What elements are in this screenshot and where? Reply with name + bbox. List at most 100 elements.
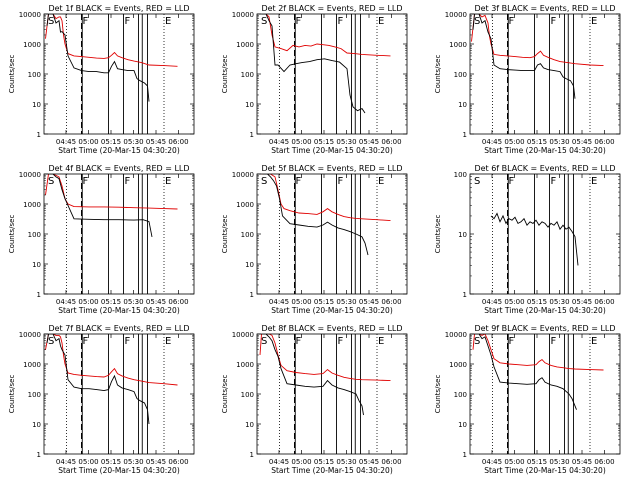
- y-tick-label: 10000: [19, 11, 41, 19]
- x-tick-label: 04:45: [482, 298, 502, 306]
- top-marker-label: F: [551, 176, 557, 187]
- x-tick-label: 05:15: [527, 138, 547, 146]
- lld-series-line: [472, 334, 604, 371]
- y-tick-label: 10: [245, 101, 254, 109]
- x-tick-label: 06:00: [381, 138, 401, 146]
- y-tick-label: 1000: [23, 201, 41, 209]
- y-tick-label: 1: [463, 131, 467, 139]
- y-tick-label: 10: [245, 261, 254, 269]
- y-tick-label: 100: [241, 231, 254, 239]
- y-tick-label: 10: [32, 261, 41, 269]
- top-marker-label: S: [48, 176, 54, 187]
- x-tick-label: 05:15: [527, 458, 547, 466]
- lld-series-line: [261, 14, 391, 57]
- y-axis-label: Counts/sec: [221, 215, 229, 254]
- x-axis-label: Start Time (20-Mar-15 04:30:20): [484, 466, 606, 475]
- x-tick-label: 06:00: [168, 458, 188, 466]
- x-tick-label: 05:45: [359, 138, 379, 146]
- x-tick-label: 05:00: [504, 458, 524, 466]
- events-series-line: [263, 174, 369, 256]
- x-axis-label: Start Time (20-Mar-15 04:30:20): [484, 306, 606, 315]
- lld-series-line: [45, 334, 178, 386]
- x-tick-label: 05:45: [572, 298, 592, 306]
- x-tick-label: 05:45: [572, 458, 592, 466]
- x-tick-label: 05:00: [291, 298, 311, 306]
- x-tick-label: 05:15: [101, 298, 121, 306]
- x-tick-label: 05:00: [78, 138, 98, 146]
- x-tick-label: 05:30: [123, 458, 143, 466]
- x-tick-label: 05:45: [359, 298, 379, 306]
- top-marker-label: F: [338, 336, 344, 347]
- x-axis-label: Start Time (20-Mar-15 04:30:20): [271, 146, 393, 155]
- y-tick-label: 1000: [449, 361, 467, 369]
- x-tick-label: 05:30: [336, 458, 356, 466]
- y-tick-label: 1000: [23, 41, 41, 49]
- top-marker-label: E: [378, 16, 384, 27]
- lld-series-line: [261, 174, 391, 222]
- x-tick-label: 04:45: [269, 458, 289, 466]
- x-tick-label: 06:00: [381, 458, 401, 466]
- top-marker-label: S: [261, 176, 267, 187]
- events-series-line: [261, 14, 366, 114]
- x-tick-label: 05:30: [123, 298, 143, 306]
- top-marker-label: E: [165, 336, 171, 347]
- top-marker-label: F: [125, 176, 131, 187]
- top-marker-label: F: [83, 176, 89, 187]
- panel-title: Det 1f BLACK = Events, RED = LLD: [48, 4, 189, 13]
- x-tick-label: 04:45: [269, 298, 289, 306]
- top-marker-label: F: [125, 16, 131, 27]
- detector-panel-6: S F F E 1 10 100 04:45 05:00 05:15 05:30 05:45 06:00…: [434, 164, 621, 315]
- top-marker-label: E: [378, 336, 384, 347]
- panel-title: Det 7f BLACK = Events, RED = LLD: [48, 324, 189, 333]
- y-tick-label: 10: [245, 421, 254, 429]
- top-marker-label: F: [509, 176, 515, 187]
- x-axis-label: Start Time (20-Mar-15 04:30:20): [271, 466, 393, 475]
- y-tick-label: 1000: [236, 361, 254, 369]
- top-marker-label: F: [83, 336, 89, 347]
- x-tick-label: 04:45: [56, 138, 76, 146]
- y-tick-label: 10: [458, 101, 467, 109]
- y-tick-label: 100: [241, 71, 254, 79]
- y-tick-label: 1000: [236, 41, 254, 49]
- x-tick-label: 05:45: [146, 458, 166, 466]
- panel-title: Det 6f BLACK = Events, RED = LLD: [474, 164, 615, 173]
- x-tick-label: 05:30: [549, 298, 569, 306]
- x-tick-label: 05:45: [146, 298, 166, 306]
- top-marker-label: F: [509, 336, 515, 347]
- y-axis-label: Counts/sec: [434, 215, 442, 254]
- lld-series-line: [259, 334, 391, 382]
- top-marker-label: E: [591, 176, 597, 187]
- x-axis-label: Start Time (20-Mar-15 04:30:20): [58, 146, 180, 155]
- x-tick-label: 05:30: [549, 138, 569, 146]
- x-tick-label: 04:45: [269, 138, 289, 146]
- y-tick-label: 100: [241, 391, 254, 399]
- x-tick-label: 05:30: [336, 138, 356, 146]
- y-tick-label: 1: [37, 451, 41, 459]
- top-marker-label: E: [591, 336, 597, 347]
- y-tick-label: 10: [458, 421, 467, 429]
- x-tick-label: 05:00: [78, 298, 98, 306]
- y-tick-label: 100: [28, 231, 41, 239]
- y-tick-label: 10000: [232, 11, 254, 19]
- lld-series-line: [45, 174, 178, 210]
- x-tick-label: 05:45: [146, 138, 166, 146]
- events-series-line: [48, 174, 153, 237]
- y-tick-label: 1: [463, 451, 467, 459]
- y-tick-label: 100: [28, 71, 41, 79]
- y-tick-label: 100: [28, 391, 41, 399]
- y-tick-label: 10000: [445, 11, 467, 19]
- y-axis-label: Counts/sec: [221, 55, 229, 94]
- x-tick-label: 04:45: [482, 458, 502, 466]
- x-tick-label: 05:30: [123, 138, 143, 146]
- x-tick-label: 05:15: [314, 138, 334, 146]
- top-marker-label: S: [474, 176, 480, 187]
- events-series-line: [46, 334, 150, 425]
- y-axis-label: Counts/sec: [221, 375, 229, 414]
- y-axis-label: Counts/sec: [8, 375, 16, 414]
- x-axis-label: Start Time (20-Mar-15 04:30:20): [58, 306, 180, 315]
- x-tick-label: 05:00: [504, 138, 524, 146]
